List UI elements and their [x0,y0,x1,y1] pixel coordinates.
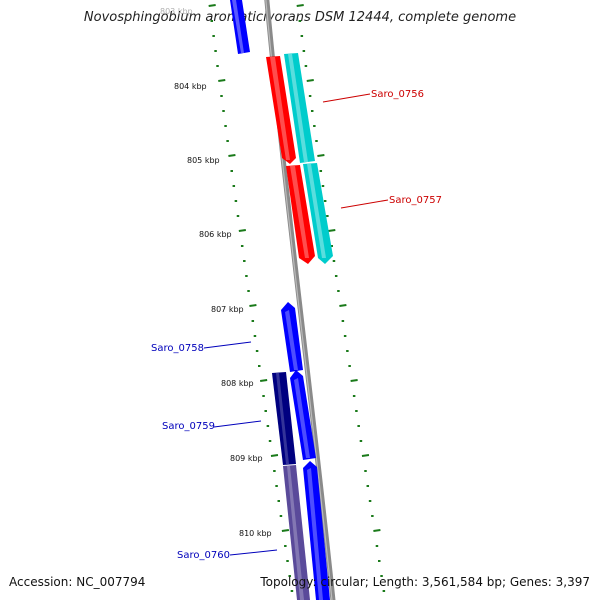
svg-text:Saro_0760: Saro_0760 [177,550,230,561]
feature-arrow-cyan-1[interactable] [284,53,315,163]
major-tick [296,4,304,7]
svg-text:Saro_0756: Saro_0756 [371,89,424,100]
major-tick [350,379,358,382]
kbp-label-806: 806 kbp [199,230,232,239]
major-tick [361,454,370,457]
genome-title: Novosphingobium aromaticivorans DSM 1244… [83,10,517,25]
topology-summary: Topology: circular; Length: 3,561,584 bp… [260,575,590,589]
gene-arrow-saro-0759[interactable] [272,372,296,465]
kbp-label-807: 807 kbp [211,305,244,314]
gene-arrow-saro-0758[interactable] [281,302,303,372]
kbp-label-809: 809 kbp [230,454,263,463]
kbp-label-808: 808 kbp [221,379,254,388]
svg-text:Saro_0759: Saro_0759 [162,421,215,432]
gene-label-saro-0760[interactable]: Saro_0760 [177,549,278,561]
major-tick [208,4,216,7]
major-tick [238,229,246,232]
svg-text:Saro_0758: Saro_0758 [151,343,204,354]
gene-label-saro-0759[interactable]: Saro_0759 [162,420,262,432]
gene-label-saro-0756[interactable]: Saro_0756 [322,89,424,103]
gene-label-saro-0758[interactable]: Saro_0758 [151,341,252,354]
major-tick [373,529,381,532]
accession-label: Accession: NC_007794 [9,575,146,589]
kbp-label-803: 803 kbp [160,7,193,16]
gene-arrow-reverse-bottom[interactable] [303,461,330,600]
major-tick [317,154,325,157]
gene-arrow-saro-0757[interactable] [286,165,315,264]
major-tick [281,529,290,532]
gene-arrow-reverse-mid[interactable] [290,370,316,460]
major-tick [228,154,236,157]
major-tick [306,79,314,82]
gene-arrow-saro-0756[interactable] [266,56,296,164]
major-tick [270,454,279,457]
gene-arrow-saro-0760[interactable] [283,465,310,600]
kbp-label-805: 805 kbp [187,156,220,165]
kbp-label-804: 804 kbp [174,82,207,91]
major-tick [328,229,336,232]
major-tick [218,79,226,82]
gene-arrow-reverse-top[interactable] [230,0,250,54]
gene-label-saro-0757[interactable]: Saro_0757 [340,195,442,209]
svg-text:Saro_0757: Saro_0757 [389,195,442,206]
kbp-label-810: 810 kbp [239,529,272,538]
feature-arrow-cyan-2[interactable] [303,163,333,264]
inner-tick-ring [208,4,294,592]
major-tick [249,304,257,307]
outer-tick-ring [296,4,386,592]
major-tick [339,304,347,307]
major-tick [260,379,268,382]
